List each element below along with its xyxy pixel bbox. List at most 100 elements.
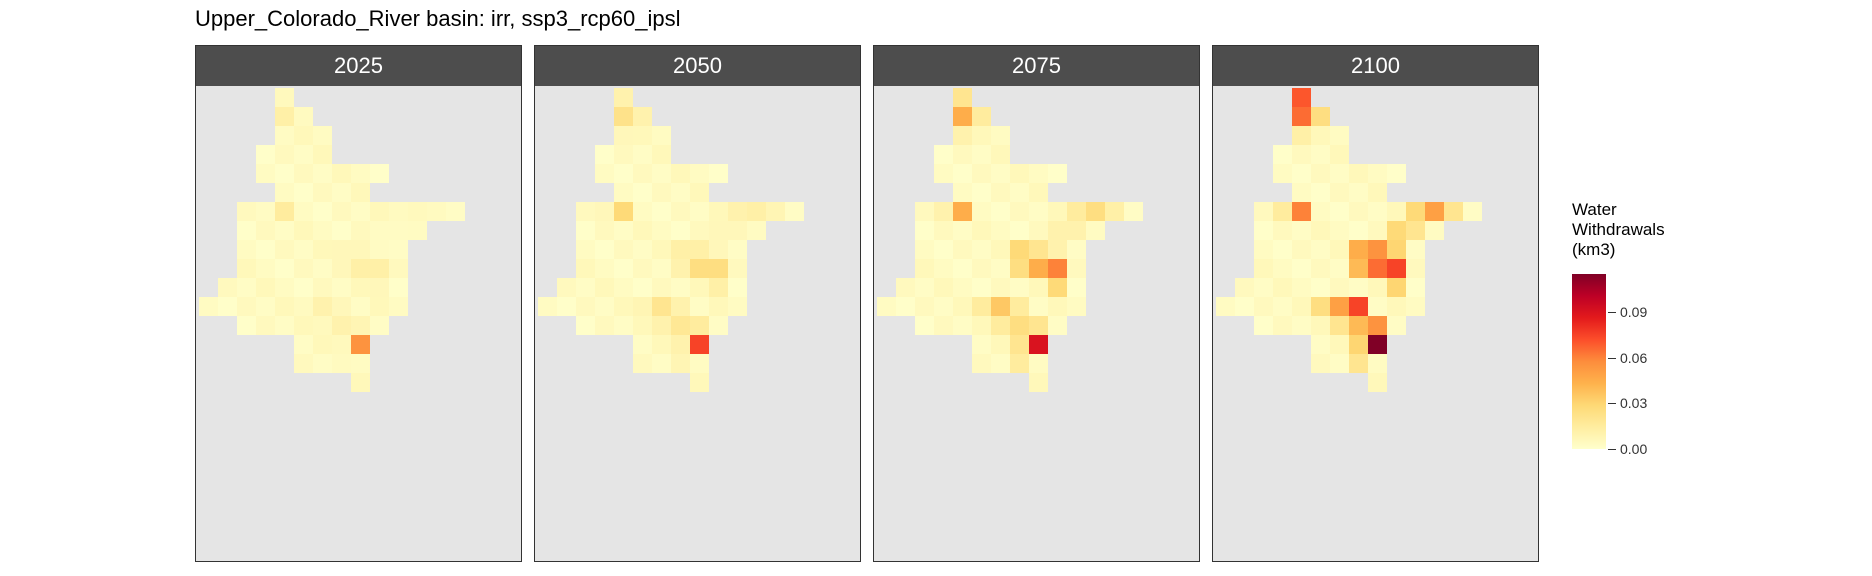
- heatmap-cell: [351, 316, 370, 335]
- heatmap-cell: [370, 202, 389, 221]
- heatmap-cell: [237, 240, 256, 259]
- heatmap-cell: [953, 297, 972, 316]
- heatmap-cell: [332, 278, 351, 297]
- heatmap-cell: [953, 183, 972, 202]
- heatmap-cell: [671, 221, 690, 240]
- heatmap-cell: [256, 316, 275, 335]
- heatmap-cell: [1368, 259, 1387, 278]
- heatmap-cell: [237, 259, 256, 278]
- heatmap-cell: [294, 145, 313, 164]
- map-plot: [1213, 86, 1538, 561]
- heatmap-cell: [389, 259, 408, 278]
- heatmap-cell: [953, 107, 972, 126]
- heatmap-cell: [1387, 164, 1406, 183]
- heatmap-cell: [1349, 240, 1368, 259]
- heatmap-cell: [595, 297, 614, 316]
- heatmap-cell: [1029, 259, 1048, 278]
- heatmap-cell: [1086, 202, 1105, 221]
- heatmap-cell: [972, 126, 991, 145]
- heatmap-cell: [633, 145, 652, 164]
- heatmap-cell: [652, 316, 671, 335]
- heatmap-cell: [1086, 221, 1105, 240]
- heatmap-cell: [1368, 221, 1387, 240]
- heatmap-cell: [256, 240, 275, 259]
- heatmap-cell: [1273, 221, 1292, 240]
- heatmap-cell: [370, 259, 389, 278]
- heatmap-cell: [1235, 278, 1254, 297]
- heatmap-cell: [1311, 202, 1330, 221]
- heatmap-cell: [633, 221, 652, 240]
- heatmap-cell: [1292, 88, 1311, 107]
- heatmap-cell: [1254, 202, 1273, 221]
- heatmap-cell: [709, 221, 728, 240]
- heatmap-cell: [1368, 240, 1387, 259]
- heatmap-cell: [256, 221, 275, 240]
- heatmap-cell: [1368, 202, 1387, 221]
- heatmap-cell: [1010, 316, 1029, 335]
- heatmap-cell: [313, 354, 332, 373]
- heatmap-cell: [408, 221, 427, 240]
- heatmap-cell: [614, 297, 633, 316]
- heatmap-cell: [1292, 183, 1311, 202]
- heatmap-cell: [633, 183, 652, 202]
- heatmap-cell: [747, 202, 766, 221]
- heatmap-cell: [1292, 278, 1311, 297]
- heatmap-cell: [1330, 240, 1349, 259]
- heatmap-cell: [389, 278, 408, 297]
- heatmap-cell: [370, 221, 389, 240]
- heatmap-cell: [1463, 202, 1482, 221]
- heatmap-cell: [275, 278, 294, 297]
- heatmap-cell: [728, 278, 747, 297]
- heatmap-cell: [652, 259, 671, 278]
- heatmap-cell: [294, 278, 313, 297]
- heatmap-cell: [633, 107, 652, 126]
- heatmap-cell: [595, 259, 614, 278]
- heatmap-cell: [256, 202, 275, 221]
- heatmap-cell: [671, 297, 690, 316]
- legend-title-line: Water: [1572, 200, 1617, 219]
- heatmap-cell: [1292, 221, 1311, 240]
- heatmap-cell: [351, 297, 370, 316]
- heatmap-cell: [934, 259, 953, 278]
- heatmap-cell: [614, 183, 633, 202]
- heatmap-cell: [1010, 183, 1029, 202]
- heatmap-cell: [351, 278, 370, 297]
- heatmap-cell: [1010, 259, 1029, 278]
- heatmap-cell: [313, 240, 332, 259]
- heatmap-cell: [709, 164, 728, 183]
- heatmap-cell: [614, 316, 633, 335]
- map-plot: [874, 86, 1199, 561]
- heatmap-cell: [1330, 259, 1349, 278]
- heatmap-cell: [991, 278, 1010, 297]
- heatmap-cell: [1387, 221, 1406, 240]
- heatmap-cell: [915, 297, 934, 316]
- heatmap-cell: [256, 259, 275, 278]
- heatmap-cell: [1292, 145, 1311, 164]
- heatmap-cell: [1311, 126, 1330, 145]
- heatmap-cell: [1387, 278, 1406, 297]
- heatmap-cell: [1029, 202, 1048, 221]
- heatmap-cell: [389, 202, 408, 221]
- heatmap-cell: [332, 297, 351, 316]
- heatmap-cell: [1368, 354, 1387, 373]
- heatmap-cell: [313, 145, 332, 164]
- heatmap-cell: [332, 183, 351, 202]
- heatmap-cell: [972, 164, 991, 183]
- heatmap-cell: [690, 221, 709, 240]
- heatmap-cell: [1254, 240, 1273, 259]
- heatmap-cell: [709, 297, 728, 316]
- heatmap-cell: [972, 202, 991, 221]
- heatmap-cell: [1311, 164, 1330, 183]
- heatmap-cell: [275, 126, 294, 145]
- heatmap-cell: [953, 126, 972, 145]
- heatmap-cell: [690, 335, 709, 354]
- heatmap-cell: [671, 164, 690, 183]
- heatmap-cell: [991, 164, 1010, 183]
- heatmap-cell: [915, 278, 934, 297]
- heatmap-cell: [1330, 221, 1349, 240]
- heatmap-cell: [709, 278, 728, 297]
- heatmap-cell: [652, 335, 671, 354]
- heatmap-cell: [1067, 278, 1086, 297]
- heatmap-cell: [351, 259, 370, 278]
- heatmap-cell: [351, 183, 370, 202]
